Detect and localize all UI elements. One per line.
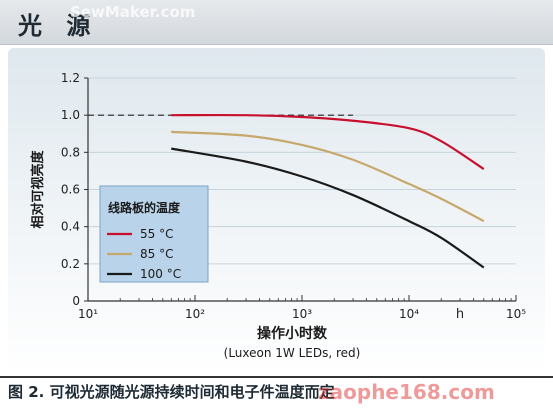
y-tick-label: 0.2 (61, 257, 80, 271)
y-tick-label: 1.2 (61, 71, 80, 85)
watermark-logo: SewMaker.com (70, 3, 196, 21)
plot-background (8, 48, 545, 373)
legend-title: 线路板的温度 (108, 200, 181, 215)
x-axis-subtitle: (Luxeon 1W LEDs, red) (224, 346, 361, 360)
series-line-1 (171, 113, 485, 170)
header-title: 光 源 (18, 12, 99, 40)
figure-caption: 图 2. 可视光源随光源持续时间和电子件温度而定 (8, 383, 335, 401)
x-tick-label: 10⁵ (506, 307, 526, 321)
x-unit-label: h (456, 307, 464, 322)
x-tick-label: 10¹ (78, 307, 98, 321)
legend-label-1: 55 °C (140, 227, 173, 241)
y-tick-label: 0 (72, 294, 80, 308)
x-tick-label: 10³ (292, 307, 312, 321)
series-line-2 (171, 130, 485, 223)
legend-label-2: 85 °C (140, 247, 173, 261)
legend-label-3: 100 °C (140, 267, 181, 281)
caption-bar: 图 2. 可视光源随光源持续时间和电子件温度而定 zaophe168.com (0, 376, 553, 409)
x-tick-label: 10⁴ (399, 307, 419, 321)
watermark-site: zaophe168.com (318, 380, 495, 404)
y-tick-label: 0.4 (61, 220, 80, 234)
x-axis-title: 操作小时数 (257, 325, 328, 342)
x-tick-label: 10² (185, 307, 205, 321)
header-bar: 光 源 SewMaker.com (0, 0, 553, 45)
series-line-3 (171, 147, 485, 269)
y-tick-label: 1.0 (61, 108, 80, 122)
y-axis-title: 相对可视亮度 (30, 150, 46, 229)
y-tick-label: 0.6 (61, 183, 80, 197)
y-tick-label: 0.8 (61, 145, 80, 159)
